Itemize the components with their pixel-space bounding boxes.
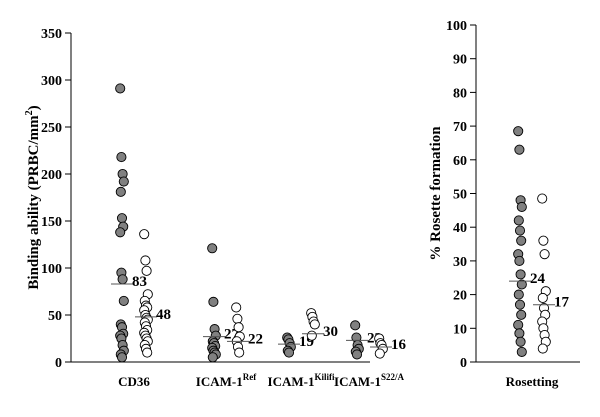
filled-data-point (513, 215, 524, 226)
y-tick-label: 100 (41, 262, 62, 277)
open-data-point (374, 348, 385, 359)
filled-data-point (350, 320, 361, 331)
open-data-point (231, 302, 242, 313)
category-label: ICAM-1Kilifi (268, 372, 335, 389)
y-tick-label: 0 (460, 356, 467, 371)
filled-data-point (116, 352, 128, 363)
median-label: 24 (530, 271, 546, 287)
filled-data-point (515, 269, 526, 280)
filled-data-point (115, 83, 126, 94)
filled-data-point (516, 309, 527, 320)
filled-data-point (208, 296, 219, 307)
filled-data-point (116, 213, 128, 224)
y-tick-label: 40 (453, 221, 467, 236)
category-label-text: CD36 (118, 374, 150, 389)
y-tick-label: 100 (446, 19, 467, 34)
open-data-point (234, 347, 245, 358)
category-label: ICAM-1Ref (196, 372, 257, 389)
filled-data-point (351, 349, 363, 360)
filled-data-point (516, 279, 527, 290)
open-data-point (140, 255, 151, 266)
category-label: CD36 (118, 374, 150, 389)
filled-data-point (283, 347, 295, 358)
open-data-point (537, 193, 548, 204)
open-data-point (537, 343, 548, 354)
y-tick-label: 20 (453, 289, 467, 304)
median-label: 22 (248, 331, 263, 347)
category-label-text: ICAM-1 (334, 374, 381, 389)
filled-data-point (513, 126, 524, 137)
filled-data-point (516, 201, 527, 213)
open-data-point (309, 319, 320, 330)
y-tick-label: 50 (48, 309, 62, 324)
y-axis-label: Binding ability (PRBC/mm2) (24, 105, 42, 289)
filled-data-point (513, 289, 524, 300)
filled-data-point (514, 144, 525, 155)
median-label: 17 (554, 295, 570, 311)
filled-data-point (207, 243, 218, 254)
rosette-formation-panel: 0 10 20 30 40 50 60 70 80 90 100 % Rosette formatio… (428, 19, 580, 389)
open-data-point (537, 292, 548, 304)
open-data-point (306, 330, 317, 341)
category-label-superscript: Ref (243, 372, 257, 382)
open-data-point (538, 235, 549, 246)
filled-data-point (514, 299, 526, 310)
median-label: 30 (323, 324, 338, 340)
open-data-point (539, 249, 550, 260)
open-data-point (139, 229, 150, 240)
y-tick-label: 70 (453, 120, 467, 135)
y-tick-label: 50 (453, 188, 467, 203)
category-label-text: Rosetting (506, 374, 559, 389)
median-label: 16 (391, 337, 407, 353)
median-label: 83 (132, 274, 147, 290)
category-label-superscript: S22/A (381, 372, 405, 382)
y-tick-label: 10 (453, 322, 467, 337)
y-tick-label: 300 (41, 74, 62, 89)
y-axis-label-text: % Rosette formation (428, 126, 444, 261)
y-tick-label: 60 (453, 154, 467, 169)
filled-data-point (118, 176, 129, 187)
category-label-text: ICAM-1 (268, 374, 315, 389)
filled-data-point (116, 152, 127, 163)
filled-data-point (515, 336, 526, 347)
y-axis-label-superscript: 2 (24, 110, 35, 115)
filled-data-point (513, 319, 524, 330)
category-label-superscript: Kilifi (314, 372, 334, 382)
open-data-point (232, 313, 243, 324)
y-tick-label: 250 (41, 121, 62, 136)
open-data-point (233, 322, 244, 333)
category-label-text: ICAM-1 (196, 374, 243, 389)
filled-data-point (514, 255, 525, 266)
filled-data-point (514, 225, 526, 236)
category-label: ICAM-1S22/A (334, 372, 404, 389)
filled-data-point (207, 352, 218, 363)
y-tick-label: 200 (41, 168, 62, 183)
median-label: 48 (156, 307, 171, 323)
y-tick-label: 0 (55, 356, 62, 371)
open-data-point (142, 347, 153, 358)
filled-data-point (115, 227, 126, 238)
y-axis-label-end: ) (26, 105, 42, 110)
y-axis-label-text: Binding ability (PRBC/mm (26, 115, 42, 290)
filled-data-point (115, 186, 126, 197)
binding-ability-panel: 0 50 100 150 200 250 300 350 Binding ability (PR… (24, 27, 407, 389)
open-data-point (141, 265, 152, 276)
y-tick-label: 80 (453, 86, 467, 101)
y-tick-label: 30 (453, 255, 467, 270)
filled-data-point (516, 235, 527, 246)
category-label: Rosetting (506, 374, 559, 389)
filled-data-point (514, 328, 525, 339)
filled-data-point (516, 346, 527, 357)
y-tick-label: 90 (453, 53, 467, 68)
filled-data-point (117, 274, 128, 285)
y-tick-label: 350 (41, 27, 62, 42)
filled-data-point (118, 295, 129, 306)
y-axis-label: % Rosette formation (428, 126, 444, 261)
y-tick-label: 150 (41, 215, 62, 230)
